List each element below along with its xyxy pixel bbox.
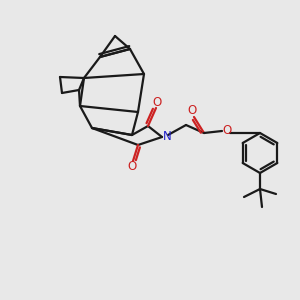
Text: O: O [128,160,136,173]
Text: N: N [163,130,171,142]
Text: O: O [188,104,196,118]
Text: O: O [152,95,162,109]
Text: O: O [222,124,232,136]
